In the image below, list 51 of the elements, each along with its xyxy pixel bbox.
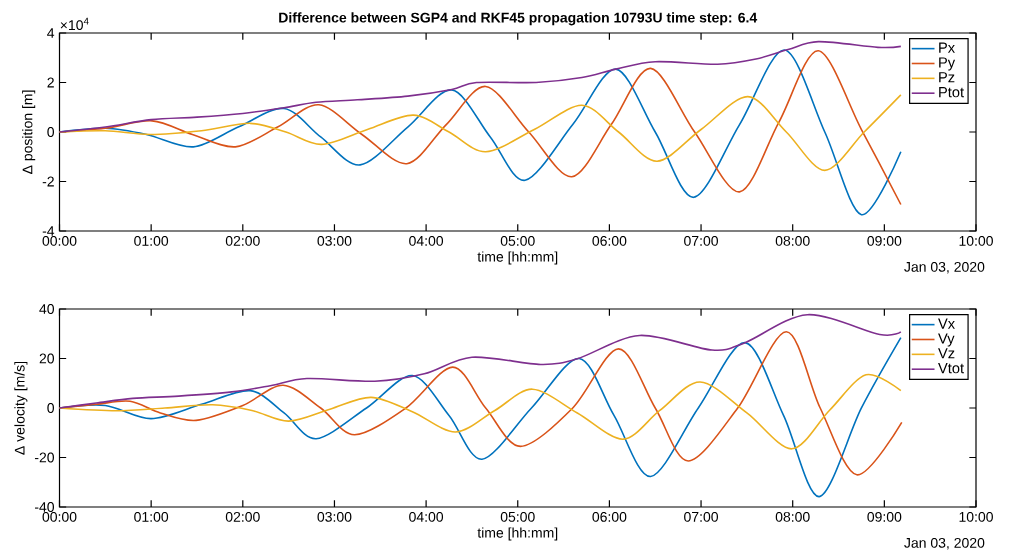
x-tick-label: 01:00: [134, 235, 169, 246]
y-tick-label: 40: [39, 304, 55, 314]
x-tick-label: 00:00: [42, 235, 77, 246]
text: Jan 03, 2020: [904, 261, 985, 274]
text: ×10$^{4}$: [60, 17, 89, 31]
x-tick-label: 10:00: [959, 511, 993, 522]
x-tick-label: 03:00: [317, 235, 352, 246]
legend-label: Vz: [938, 348, 955, 359]
x-tick-label: 07:00: [684, 511, 719, 522]
x-tick-label: 10:00: [959, 235, 993, 246]
y-tick-label: -20: [34, 452, 55, 463]
x-tick-label: 02:00: [225, 235, 260, 246]
y-tick-label: 20: [39, 353, 55, 364]
text: Jan 03, 2020: [904, 537, 985, 550]
legend-label: Px: [939, 42, 955, 53]
line-series: [58, 374, 902, 450]
x-tick-label: 04:00: [409, 511, 444, 522]
x-tick-label: 06:00: [592, 235, 627, 246]
legend-label: Ptot: [939, 87, 964, 98]
y-tick-label: 0: [47, 403, 55, 413]
legend-label: Py: [939, 57, 956, 71]
x-tick-label: 00:00: [42, 511, 77, 522]
x-tick-label: 08:00: [775, 511, 810, 522]
x-tick-label: 02:00: [225, 511, 260, 522]
x-tick-label: 07:00: [684, 235, 719, 246]
y-axis-title: Δ position [m]: [22, 90, 36, 174]
x-axis-title: time [hh:mm]: [477, 251, 558, 265]
x-tick-label: 05:00: [500, 235, 535, 246]
x-tick-label: 09:00: [867, 235, 902, 246]
x-axis-title: time [hh:mm]: [477, 527, 558, 541]
y-tick-label: -2: [42, 176, 54, 187]
x-tick-label: 01:00: [134, 511, 169, 522]
y-axis-title: Δ velocity [m/s]: [14, 361, 28, 455]
legend-label: Vtot: [938, 363, 964, 374]
chart-title: Difference between SGP4 and RKF45 propagation 10793U time step: 6.4: [279, 12, 758, 26]
x-tick-label: 05:00: [500, 511, 535, 522]
legend-label: Vx: [938, 318, 955, 329]
y-tick-label: 2: [47, 77, 54, 88]
x-tick-label: 03:00: [317, 511, 352, 522]
legend-label: Pz: [939, 72, 955, 83]
x-tick-label: 09:00: [867, 511, 902, 522]
x-tick-label: 04:00: [409, 235, 444, 246]
y-tick-label: 0: [47, 127, 55, 137]
y-tick-label: -40: [34, 502, 55, 512]
x-tick-label: 06:00: [592, 511, 627, 522]
line-series: [58, 313, 902, 409]
y-tick-label: 4: [47, 28, 55, 38]
line-series: [58, 40, 902, 133]
y-tick-label: -4: [42, 226, 55, 236]
x-tick-label: 08:00: [775, 235, 810, 246]
legend-label: Vy: [938, 333, 955, 347]
